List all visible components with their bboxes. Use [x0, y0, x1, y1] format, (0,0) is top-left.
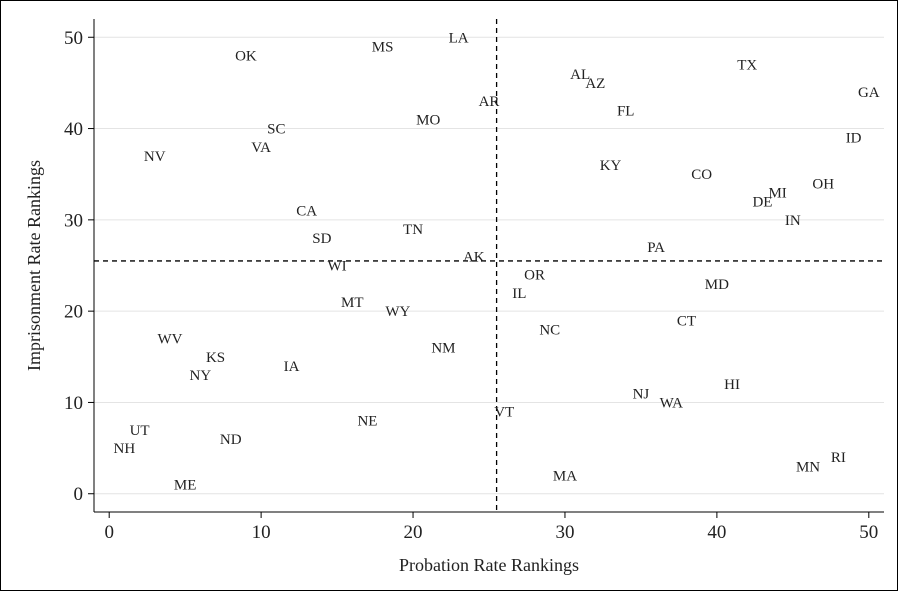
point-label-ga: GA — [858, 85, 880, 101]
x-tick-label-30: 30 — [555, 522, 574, 543]
point-label-ks: KS — [206, 350, 225, 366]
point-label-la: LA — [449, 30, 469, 46]
point-label-nm: NM — [431, 341, 455, 357]
y-tick-label-10: 10 — [64, 393, 83, 414]
point-label-nj: NJ — [633, 386, 650, 402]
point-label-ma: MA — [553, 468, 577, 484]
point-label-or: OR — [524, 268, 545, 284]
point-label-wi: WI — [327, 259, 346, 275]
point-label-ms: MS — [372, 39, 394, 55]
point-label-nv: NV — [144, 149, 166, 165]
point-label-ia: IA — [284, 359, 300, 375]
y-tick-label-20: 20 — [64, 302, 83, 323]
point-label-mn: MN — [796, 459, 820, 475]
point-label-wy: WY — [385, 304, 410, 320]
point-label-al: AL — [570, 67, 590, 83]
x-axis-label: Probation Rate Rankings — [399, 555, 579, 575]
point-label-va: VA — [251, 140, 271, 156]
point-label-md: MD — [705, 277, 729, 293]
point-label-wv: WV — [157, 332, 182, 348]
x-tick-label-40: 40 — [707, 522, 726, 543]
point-label-hi: HI — [724, 377, 740, 393]
point-label-mi: MI — [768, 185, 786, 201]
ticks: 0 10 20 30 40 50 0 10 20 30 40 50 — [64, 28, 878, 543]
point-label-wa: WA — [660, 395, 683, 411]
reference-lines — [94, 19, 884, 512]
y-tick-label-40: 40 — [64, 119, 83, 140]
point-label-tx: TX — [737, 58, 757, 74]
point-label-oh: OH — [812, 176, 834, 192]
point-label-ok: OK — [235, 49, 257, 65]
point-label-ne: NE — [357, 414, 377, 430]
point-label-fl: FL — [617, 103, 635, 119]
point-label-az: AZ — [585, 76, 605, 92]
point-label-nh: NH — [114, 441, 136, 457]
point-label-nc: NC — [539, 322, 560, 338]
y-tick-label-30: 30 — [64, 210, 83, 231]
point-label-id: ID — [846, 131, 862, 147]
y-tick-label-50: 50 — [64, 28, 83, 49]
point-label-ky: KY — [600, 158, 622, 174]
axes — [93, 19, 884, 513]
point-label-ct: CT — [677, 313, 696, 329]
point-label-sd: SD — [312, 231, 331, 247]
data-points: OK MS LA AR MO SC VA NV CA TN SD AK WI MT WY NM WV KS NY IA… — [114, 30, 880, 493]
y-tick-label-0: 0 — [74, 484, 84, 505]
point-label-ak: AK — [463, 249, 485, 265]
point-label-ut: UT — [130, 423, 150, 439]
point-label-pa: PA — [647, 240, 665, 256]
point-label-sc: SC — [267, 122, 285, 138]
point-label-tn: TN — [403, 222, 423, 238]
x-tick-label-20: 20 — [404, 522, 423, 543]
x-tick-label-50: 50 — [859, 522, 878, 543]
y-axis-label: Imprisonment Rate Rankings — [24, 160, 44, 371]
point-label-in: IN — [785, 213, 801, 229]
point-label-de: DE — [752, 195, 772, 211]
x-tick-label-10: 10 — [252, 522, 271, 543]
point-label-ca: CA — [296, 204, 317, 220]
point-label-ny: NY — [190, 368, 212, 384]
point-label-mo: MO — [416, 112, 440, 128]
point-label-ar: AR — [479, 94, 500, 110]
point-label-mt: MT — [341, 295, 364, 311]
point-label-ri: RI — [831, 450, 846, 466]
point-label-nd: ND — [220, 432, 242, 448]
x-tick-label-0: 0 — [104, 522, 114, 543]
point-label-vt: VT — [494, 405, 514, 421]
point-label-co: CO — [691, 167, 712, 183]
gridlines — [94, 36, 884, 495]
point-label-il: IL — [512, 286, 526, 302]
point-label-me: ME — [174, 478, 197, 494]
